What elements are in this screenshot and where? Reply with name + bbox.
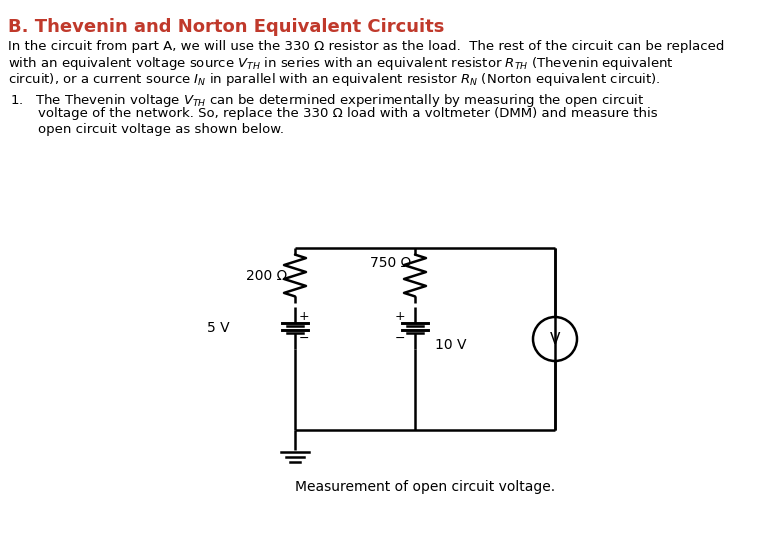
Text: +: + <box>395 310 406 323</box>
Text: +: + <box>299 310 309 323</box>
Text: voltage of the network. So, replace the 330 Ω load with a voltmeter (DMM) and me: voltage of the network. So, replace the … <box>38 108 657 120</box>
Text: V: V <box>550 332 560 347</box>
Text: −: − <box>395 332 406 344</box>
Text: 200 Ω: 200 Ω <box>246 268 287 282</box>
Text: Measurement of open circuit voltage.: Measurement of open circuit voltage. <box>295 480 555 494</box>
Text: In the circuit from part A, we will use the 330 Ω resistor as the load.  The res: In the circuit from part A, we will use … <box>8 40 724 53</box>
Text: −: − <box>299 332 309 344</box>
Text: with an equivalent voltage source $V_{TH}$ in series with an equivalent resistor: with an equivalent voltage source $V_{TH… <box>8 55 674 72</box>
Text: open circuit voltage as shown below.: open circuit voltage as shown below. <box>38 123 284 136</box>
Text: 1.   The Thevenin voltage $V_{TH}$ can be determined experimentally by measuring: 1. The Thevenin voltage $V_{TH}$ can be … <box>10 92 644 109</box>
Text: 750 Ω: 750 Ω <box>370 256 411 270</box>
Text: 5 V: 5 V <box>207 321 230 335</box>
Text: 10 V: 10 V <box>435 338 466 352</box>
Text: B. Thevenin and Norton Equivalent Circuits: B. Thevenin and Norton Equivalent Circui… <box>8 18 444 36</box>
Text: circuit), or a current source $I_N$ in parallel with an equivalent resistor $R_N: circuit), or a current source $I_N$ in p… <box>8 71 660 88</box>
